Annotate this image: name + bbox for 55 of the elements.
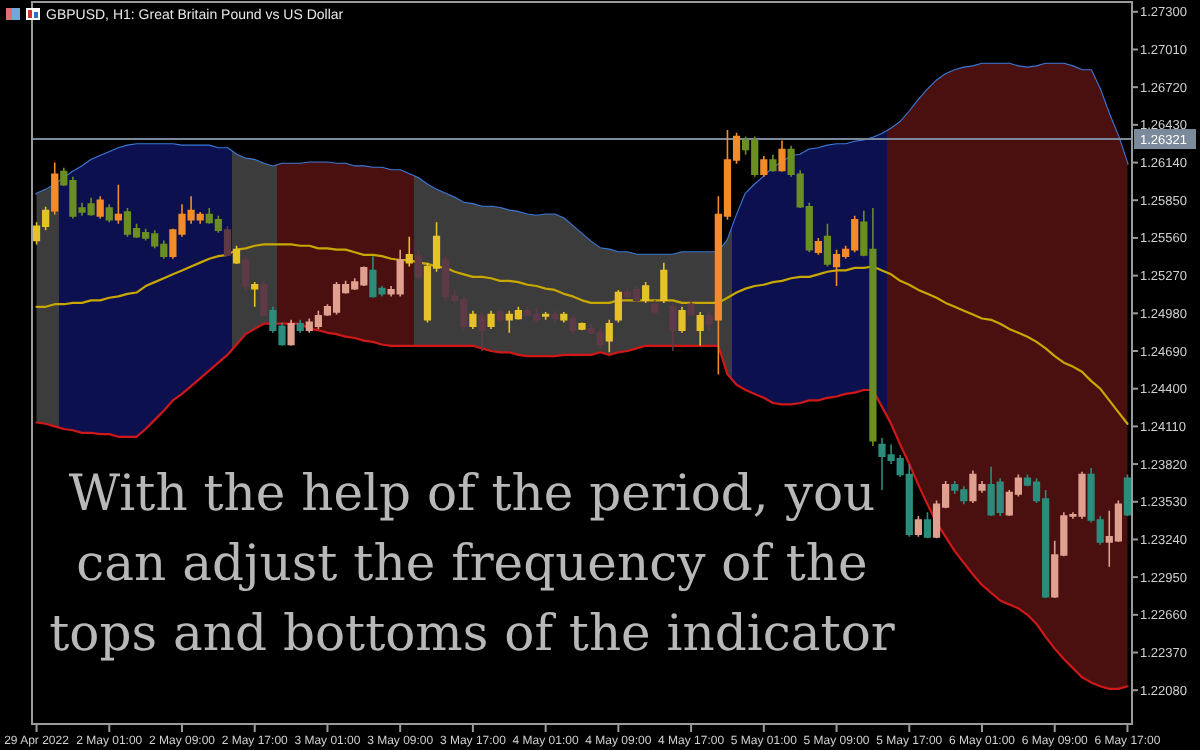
candlestick	[660, 261, 668, 304]
candlestick	[260, 280, 268, 317]
candlestick	[623, 287, 632, 299]
candlestick	[114, 183, 122, 225]
candlestick	[51, 161, 59, 216]
candlestick	[442, 255, 450, 302]
candlestick	[469, 309, 477, 330]
candlestick	[314, 309, 322, 330]
candlestick	[769, 153, 777, 173]
candlestick	[642, 281, 650, 304]
candlestick	[823, 222, 832, 268]
candlestick	[405, 235, 413, 268]
line-series	[35, 322, 1129, 691]
candlestick	[905, 463, 913, 538]
candlestick	[96, 195, 104, 220]
candlestick	[696, 311, 704, 347]
candlestick	[923, 511, 932, 539]
candlestick	[687, 299, 695, 317]
candlestick	[232, 244, 241, 265]
candlestick	[123, 207, 132, 238]
candlestick	[651, 299, 659, 316]
candlestick	[478, 311, 486, 352]
candlestick	[914, 515, 922, 538]
candlestick	[414, 248, 422, 282]
candlestick	[569, 313, 577, 335]
candlestick	[760, 155, 768, 178]
candlestick	[242, 255, 250, 291]
candlestick	[669, 302, 677, 352]
candlestick	[214, 215, 222, 234]
candlestick	[223, 225, 232, 257]
candlestick	[496, 307, 504, 324]
candlestick	[605, 319, 613, 354]
candlestick	[287, 319, 295, 347]
candlestick	[1123, 473, 1132, 517]
candlestick	[778, 139, 786, 173]
candlestick	[678, 306, 686, 334]
candlestick	[705, 309, 713, 332]
annotation: With the help of the period, you can adjust the frequency of the tops and bottoms of the indicator	[49, 464, 895, 662]
candlestick	[542, 311, 550, 321]
candlestick	[814, 237, 822, 256]
candlestick	[614, 289, 622, 324]
candlestick	[578, 321, 586, 332]
candlestick	[832, 248, 841, 287]
candlestick	[251, 281, 259, 308]
candlestick	[632, 285, 641, 304]
candlestick	[532, 307, 541, 324]
candlestick	[487, 309, 495, 330]
candlestick	[523, 306, 532, 317]
candlestick	[296, 319, 304, 334]
candlestick	[332, 281, 341, 316]
line-series	[35, 243, 1129, 425]
candlestick	[551, 309, 559, 324]
line-series	[35, 62, 1129, 256]
candlestick	[105, 203, 113, 224]
candlestick	[560, 311, 568, 324]
